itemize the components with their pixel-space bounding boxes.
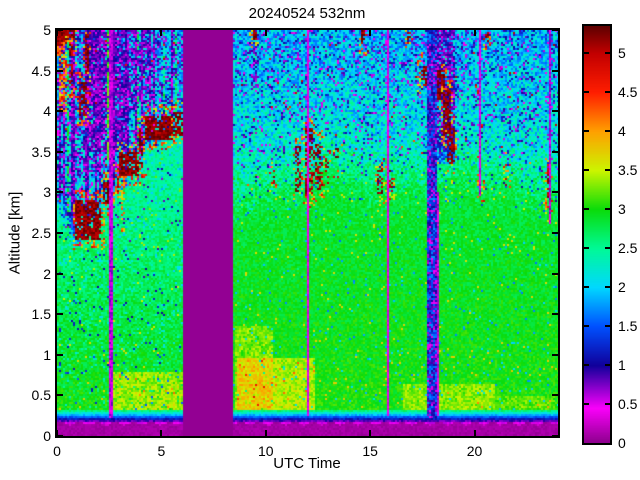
axis-tick [605, 286, 610, 289]
y-tick-label: 1 [43, 346, 51, 363]
axis-tick [57, 69, 63, 72]
y-tick-label: 5 [43, 22, 51, 38]
axis-tick [552, 29, 558, 31]
y-tick-label: 0.5 [31, 387, 51, 404]
axis-tick [605, 364, 610, 367]
axis-tick [57, 313, 63, 316]
axis-tick [584, 52, 589, 55]
colorbar [582, 24, 612, 445]
axis-tick [552, 313, 558, 316]
y-tick-label: 0 [43, 428, 51, 444]
y-tick-label: 1.5 [31, 306, 51, 323]
axis-tick [584, 130, 589, 133]
axis-tick [584, 169, 589, 172]
axis-tick [584, 325, 589, 328]
axis-tick [552, 191, 558, 194]
axis-tick [584, 247, 589, 250]
axis-tick [552, 232, 558, 234]
x-tick-label: 5 [157, 443, 166, 459]
axis-tick [584, 208, 589, 211]
axis-tick [552, 272, 558, 275]
axis-tick [552, 353, 558, 356]
axis-tick [264, 430, 267, 436]
y-tick-label: 4.5 [31, 62, 51, 79]
y-tick-label: 4 [43, 103, 51, 120]
heatmap-canvas [57, 30, 558, 436]
axis-tick [369, 430, 372, 436]
axis-tick [57, 394, 63, 397]
axis-tick [552, 69, 558, 72]
axis-tick [57, 272, 63, 275]
x-tick-label: 20 [466, 443, 483, 459]
x-tick-label: 0 [53, 443, 61, 459]
chart-title: 20240524 532nm [248, 5, 366, 22]
axis-tick [552, 435, 558, 437]
axis-tick [584, 286, 589, 289]
axis-tick [584, 91, 589, 94]
axis-tick [605, 91, 610, 94]
axis-tick [605, 325, 610, 328]
axis-tick [584, 403, 589, 406]
axis-tick [264, 30, 267, 36]
axis-tick [473, 430, 476, 436]
axis-tick [160, 430, 163, 436]
axis-tick [57, 191, 63, 194]
axis-tick [57, 29, 63, 31]
axis-tick [57, 150, 63, 153]
axis-tick [56, 30, 58, 36]
axis-tick [57, 353, 63, 356]
axis-tick [605, 208, 610, 211]
axis-tick [605, 52, 610, 55]
colorbar-gradient [584, 26, 610, 443]
y-tick-label: 3.5 [31, 143, 51, 160]
colorbar-tick-label: 0.5 [618, 396, 638, 413]
axis-tick [57, 110, 63, 113]
colorbar-tick-label: 2.5 [618, 240, 638, 257]
axis-tick [605, 247, 610, 250]
colorbar-tick-label: 5 [618, 45, 626, 62]
axis-tick [57, 232, 63, 234]
axis-tick [160, 30, 163, 36]
x-axis-label: UTC Time [273, 455, 341, 472]
axis-tick [552, 150, 558, 153]
plot-area [55, 28, 560, 438]
axis-tick [605, 169, 610, 172]
axis-tick [369, 30, 372, 36]
axis-tick [584, 364, 589, 367]
axis-tick [605, 130, 610, 133]
axis-tick [552, 394, 558, 397]
colorbar-tick-label: 1.5 [618, 318, 638, 335]
y-tick-label: 2.5 [31, 225, 51, 241]
colorbar-tick-label: 1 [618, 357, 626, 374]
axis-tick [605, 403, 610, 406]
colorbar-tick-label: 2 [618, 279, 626, 296]
colorbar-tick-label: 0 [618, 435, 626, 451]
colorbar-tick-label: 4.5 [618, 84, 638, 101]
y-tick-label: 3 [43, 184, 51, 201]
axis-tick [552, 110, 558, 113]
axis-tick [473, 30, 476, 36]
colorbar-tick-label: 4 [618, 123, 626, 140]
x-tick-label: 15 [362, 443, 378, 459]
colorbar-tick-label: 3 [618, 201, 626, 218]
y-tick-label: 2 [43, 265, 51, 282]
axis-tick [57, 435, 63, 437]
colorbar-tick-label: 3.5 [618, 162, 638, 179]
x-tick-label: 10 [257, 443, 274, 459]
axis-tick [56, 430, 58, 436]
